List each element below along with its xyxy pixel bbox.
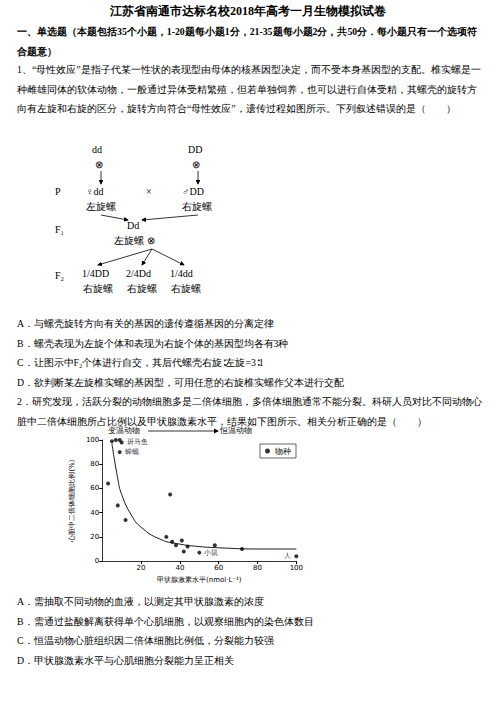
html-text:2．研究发现，活跃分裂的动物细胞多是二倍体细胞，多倍体细胞通: 2．研究发现，活跃分裂的动物细胞多是二倍体细胞，多倍体细胞通常不能分裂。科研人员… [17, 396, 482, 427]
html-text:C．让图示中F₂个体进行自交，其后代螺壳右旋∶左旋=3∶1: C．让图示中F₂个体进行自交，其后代螺壳右旋∶左旋=3∶1 [17, 357, 264, 368]
svg-text:变温动物: 变温动物 [108, 426, 140, 435]
html-text:1/4dd: 1/4dd [170, 268, 193, 279]
svg-text:恒温动物: 恒温动物 [219, 426, 252, 435]
html-text:1/4DD: 1/4DD [82, 268, 110, 279]
svg-text:斑马鱼: 斑马鱼 [127, 438, 148, 446]
html-text:DD: DD [188, 144, 203, 155]
svg-text:100: 100 [290, 564, 303, 572]
svg-text:60: 60 [214, 564, 223, 572]
html-text:2/4Dd: 2/4Dd [126, 268, 151, 279]
svg-text:蝾螈: 蝾螈 [125, 448, 139, 456]
html-text:右旋螺: 右旋螺 [182, 201, 212, 212]
svg-text:80: 80 [90, 460, 99, 468]
html-text:右旋螺: 右旋螺 [127, 283, 157, 294]
html-text:C．恒温动物心脏组织因二倍体细胞比例低，分裂能力较强: C．恒温动物心脏组织因二倍体细胞比例低，分裂能力较强 [17, 635, 274, 646]
html-text:F₂: F₂ [55, 270, 65, 281]
html-text:右旋螺: 右旋螺 [83, 283, 113, 294]
html-text:B．需通过盐酸解离获得单个心肌细胞，以观察细胞内的染色体数目: B．需通过盐酸解离获得单个心肌细胞，以观察细胞内的染色体数目 [17, 615, 314, 627]
svg-text:心脏中二倍体细胞比例(%): 心脏中二倍体细胞比例(%) [68, 459, 76, 542]
html-text:左旋螺 ⊗: 左旋螺 ⊗ [114, 235, 155, 246]
html-text:♂DD: ♂DD [182, 186, 204, 197]
html-text:B．螺壳表现为左旋个体和表现为右旋个体的基因型均各有3种: B．螺壳表现为左旋个体和表现为右旋个体的基因型均各有3种 [17, 337, 289, 349]
html-text:♀dd: ♀dd [86, 186, 104, 197]
html-text:D．甲状腺激素水平与心肌细胞分裂能力呈正相关: D．甲状腺激素水平与心肌细胞分裂能力呈正相关 [17, 654, 235, 666]
svg-text:60: 60 [90, 484, 99, 492]
html-text:P: P [55, 186, 61, 197]
html-text:江苏省南通市达标名校2018年高考一月生物模拟试卷: 江苏省南通市达标名校2018年高考一月生物模拟试卷 [110, 4, 386, 18]
svg-text:40: 40 [90, 509, 99, 517]
svg-text:80: 80 [253, 564, 262, 572]
html-text:左旋螺: 左旋螺 [86, 201, 116, 212]
html-text:一、单选题（本题包括35个小题，1-20题每小题1分，21-: 一、单选题（本题包括35个小题，1-20题每小题1分，21-35题每小题2分，共… [17, 26, 478, 57]
svg-text:20: 20 [137, 564, 146, 572]
svg-text:40: 40 [175, 564, 184, 572]
html-text:1、“母性效应”是指子代某一性状的表现型由母体的核基因型决定: 1、“母性效应”是指子代某一性状的表现型由母体的核基因型决定，而不受本身基因型的… [17, 64, 481, 114]
html-text:A．需抽取不同动物的血液，以测定其甲状腺激素的浓度: A．需抽取不同动物的血液，以测定其甲状腺激素的浓度 [17, 596, 265, 607]
html-text:D．欲判断某左旋椎实螺的基因型，可用任意的右旋椎实螺作父本进: D．欲判断某左旋椎实螺的基因型，可用任意的右旋椎实螺作父本进行交配 [17, 376, 345, 388]
svg-text:100: 100 [86, 436, 99, 444]
html-text:A．与螺壳旋转方向有关的基因的遗传遵循基因的分离定律: A．与螺壳旋转方向有关的基因的遗传遵循基因的分离定律 [17, 318, 275, 329]
svg-text:物种: 物种 [275, 447, 291, 456]
svg-text:甲状腺激素水平(nmol·L⁻¹): 甲状腺激素水平(nmol·L⁻¹) [157, 576, 242, 584]
html-text:右旋螺: 右旋螺 [171, 283, 201, 294]
svg-text:20: 20 [90, 533, 99, 541]
svg-text:小鼠: 小鼠 [204, 549, 218, 557]
html-text:dd: dd [92, 144, 102, 155]
svg-text:人: 人 [284, 552, 291, 560]
html-text:Dd: Dd [127, 220, 140, 231]
html-text:F₁: F₁ [55, 224, 65, 235]
svg-text:0: 0 [95, 557, 99, 565]
